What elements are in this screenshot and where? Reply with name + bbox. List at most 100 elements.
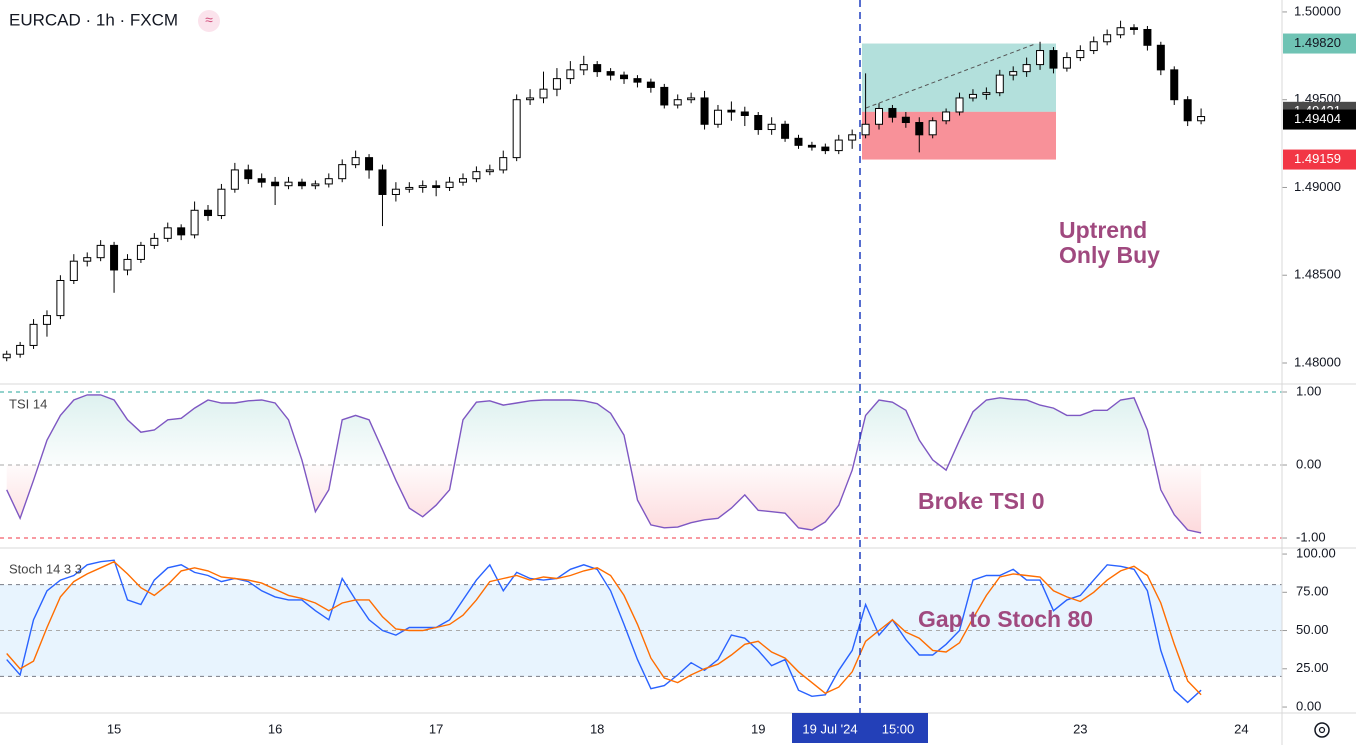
candle-body [512,99,521,159]
candle-body [271,181,280,187]
candle-body [1089,41,1098,52]
candle-body [901,116,910,124]
candle-body [378,169,387,195]
candle-body [56,279,65,317]
candle-body [217,188,226,217]
x-tick-label: 17 [429,721,443,736]
candle-body [942,111,951,122]
candle-body [324,178,333,185]
candle-body [700,97,709,125]
candle-body [150,237,159,246]
candle-body [190,209,199,236]
settings-button[interactable] [1314,722,1330,738]
candle-body [499,157,508,171]
candle-body [123,258,132,271]
y-tick-label: 100.00 [1296,545,1336,560]
candle-body [1143,28,1152,46]
y-tick-label: 75.00 [1296,584,1329,599]
candle-body [230,169,239,190]
candle-body [284,181,293,187]
candle-body [579,64,588,71]
candle-body [177,227,186,236]
candle-body [995,74,1004,94]
candle-body [42,315,51,325]
candle-body [646,81,655,88]
candle-body [713,109,722,125]
x-tick-label: 24 [1234,721,1248,736]
candle-body [418,185,427,188]
candle-body [754,114,763,131]
candle-body [673,99,682,106]
candle-body [351,157,360,166]
candle-body [727,109,736,113]
y-tick-label: 1.50000 [1294,3,1341,18]
indicator-icon-glyph: ≈ [205,12,213,28]
candle-body [620,74,629,80]
y-tick-label: 0.00 [1296,698,1321,713]
annotation: Only Buy [1059,242,1160,268]
candle-body [539,88,548,99]
candle-body [875,107,884,125]
candle-body [1103,34,1112,43]
candle-body [781,123,790,139]
candle-body [928,120,937,136]
settings-icon [1314,722,1330,738]
candle-body [391,188,400,195]
area-fill [6,394,1202,533]
candle-body [807,144,816,148]
annotation: Broke TSI 0 [918,488,1045,514]
candle-body [660,86,669,106]
candle-body [552,78,561,90]
line [6,394,1202,534]
candle-body [834,139,843,152]
line [6,560,1202,696]
tsi-label: TSI 14 [9,396,47,411]
price-label-box [1283,149,1356,170]
candle-body [915,122,924,136]
candle-body [297,181,306,187]
crosshair-time-box [792,713,928,743]
candle-body [968,93,977,99]
candle-body [1062,57,1071,69]
candle-body [982,92,991,95]
candle-body [204,209,213,217]
plot-layer: 15 16 17 18 19 23 241.480001.485001.490001.495… [0,3,1356,736]
candle-body [136,244,145,260]
candle-body [1049,50,1058,69]
candle-body [888,107,897,118]
line [6,559,1202,704]
candle-body [526,97,535,101]
crosshair-date: 19 Jul '24 [802,721,857,736]
x-tick-label: 19 [751,721,765,736]
candle-body [163,227,172,239]
indicator-icon[interactable] [198,10,220,32]
candle-body [1183,99,1192,122]
candle-body [338,164,347,180]
candle-body [1156,44,1165,71]
candle-body [861,123,870,136]
candle-body [1009,71,1018,76]
candle-body [1076,50,1085,59]
y-tick-label: 0.00 [1296,456,1321,471]
price-label-box [1283,109,1356,130]
candle-body [606,71,615,76]
candle-body [1197,116,1206,122]
price-label: 1.49820 [1294,35,1341,50]
candle-body [1129,27,1138,30]
trend-line [865,43,1036,109]
candle-body [16,344,25,355]
candle-body [472,171,481,180]
candle-body [405,186,414,190]
y-tick-label: 1.48000 [1294,354,1341,369]
candle-body [1116,27,1125,36]
x-tick-label: 23 [1073,721,1087,736]
candle-body [821,146,830,152]
candle-body [566,69,575,80]
candle-body [687,97,696,101]
candle-body [29,323,38,346]
annotation: Uptrend [1059,217,1147,243]
x-tick-label: 18 [590,721,604,736]
y-tick-label: -1.00 [1296,529,1326,544]
